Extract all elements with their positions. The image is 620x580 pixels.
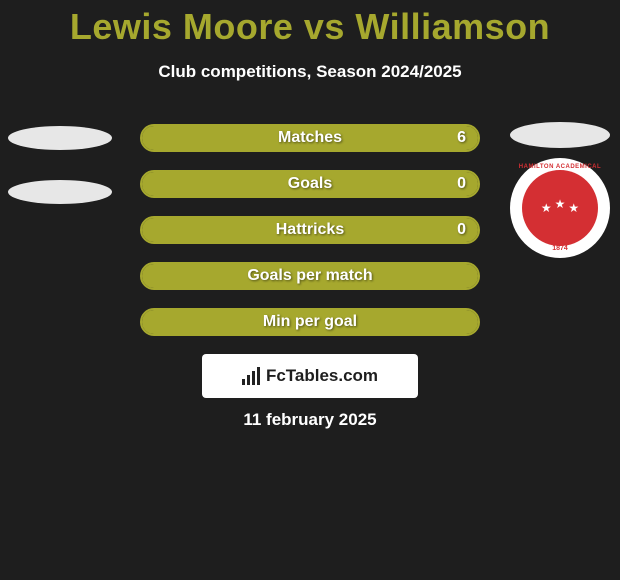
page-title: Lewis Moore vs Williamson xyxy=(0,6,620,48)
stars-icon: ★★★ xyxy=(541,201,579,215)
bar-label: Goals xyxy=(142,172,478,196)
bar-value-right: 0 xyxy=(457,218,466,242)
bar-label: Hattricks xyxy=(142,218,478,242)
placeholder-ellipse xyxy=(8,126,112,150)
logo-text: FcTables.com xyxy=(266,366,378,386)
stats-bars: Matches6Goals0Hattricks0Goals per matchM… xyxy=(140,124,480,354)
club-badge: HAMILTON ACADEMICAL ★★★ 1874 xyxy=(510,158,610,258)
placeholder-ellipse xyxy=(8,180,112,204)
club-year-text: 1874 xyxy=(510,245,610,252)
right-player-placeholder: HAMILTON ACADEMICAL ★★★ 1874 xyxy=(510,122,610,258)
bar-chart-icon xyxy=(242,367,260,385)
stats-card: Lewis Moore vs Williamson Club competiti… xyxy=(0,0,620,580)
stat-bar: Matches6 xyxy=(140,124,480,152)
page-subtitle: Club competitions, Season 2024/2025 xyxy=(0,62,620,82)
stat-bar: Min per goal xyxy=(140,308,480,336)
stat-bar: Goals per match xyxy=(140,262,480,290)
date-text: 11 february 2025 xyxy=(0,410,620,430)
bar-label: Min per goal xyxy=(142,310,478,334)
left-player-placeholder xyxy=(8,126,112,234)
stat-bar: Hattricks0 xyxy=(140,216,480,244)
club-badge-inner: ★★★ xyxy=(522,170,598,246)
bar-value-right: 6 xyxy=(457,126,466,150)
fctables-logo: FcTables.com xyxy=(202,354,418,398)
bar-label: Matches xyxy=(142,126,478,150)
bar-label: Goals per match xyxy=(142,264,478,288)
stat-bar: Goals0 xyxy=(140,170,480,198)
bar-value-right: 0 xyxy=(457,172,466,196)
placeholder-ellipse xyxy=(510,122,610,148)
